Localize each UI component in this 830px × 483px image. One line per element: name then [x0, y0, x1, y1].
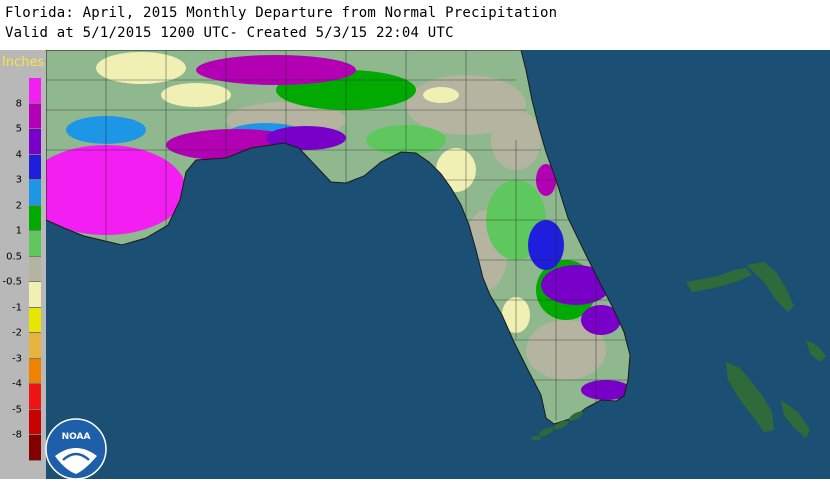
- legend-tick-label: -4: [12, 378, 22, 390]
- logo-text: NOAA: [62, 432, 91, 442]
- county-lines: [46, 50, 630, 420]
- legend-swatch: [29, 103, 41, 129]
- legend-tick-label: 5: [15, 123, 22, 135]
- legend-swatch: [29, 435, 41, 461]
- legend-tick-label: 8: [15, 98, 22, 109]
- legend-swatch: [29, 205, 41, 231]
- legend-swatch: [29, 256, 41, 282]
- legend-swatch: [29, 409, 41, 435]
- legend-title: Inches: [2, 55, 45, 70]
- legend-swatch: [29, 78, 41, 104]
- legend-tick-label: 0.5: [6, 251, 22, 262]
- florida-precipitation-map: [45, 49, 830, 479]
- noaa-logo: NOAA: [45, 418, 107, 480]
- legend-swatch: [29, 282, 41, 308]
- legend-swatch: [29, 129, 41, 155]
- legend-tick-label: -1: [12, 302, 22, 313]
- legend-tick-label: 3: [15, 174, 22, 186]
- legend-swatch: [29, 231, 41, 257]
- legend-tick-label: -0.5: [2, 276, 22, 288]
- map-header: Florida: April, 2015 Monthly Departure f…: [0, 0, 830, 50]
- legend-swatch: [29, 384, 41, 410]
- map-title: Florida: April, 2015 Monthly Departure f…: [5, 5, 558, 21]
- legend-tick-label: -2: [12, 327, 22, 339]
- legend-tick-label: 4: [15, 149, 22, 160]
- legend-swatch: [29, 180, 41, 206]
- legend-tick-label: 2: [15, 200, 22, 211]
- legend-tick-label: -8: [12, 429, 22, 441]
- legend-swatch: [29, 358, 41, 384]
- legend-swatch: [29, 154, 41, 180]
- precipitation-legend: Inches 8 5 4 3 2 1 0.5 -0.5 -1 -2 -3 -4 -5 -8: [0, 50, 46, 479]
- florida-keys: [531, 411, 584, 440]
- legend-tick-label: 1: [15, 225, 22, 237]
- legend-tick-label: -3: [12, 353, 22, 364]
- legend-swatch: [29, 307, 41, 333]
- map-subtitle: Valid at 5/1/2015 1200 UTC- Created 5/3/…: [5, 25, 454, 41]
- bahamas-islands: [686, 262, 826, 438]
- legend-swatches: [29, 78, 41, 461]
- legend-tick-label: -5: [12, 404, 22, 415]
- legend-swatch: [29, 333, 41, 359]
